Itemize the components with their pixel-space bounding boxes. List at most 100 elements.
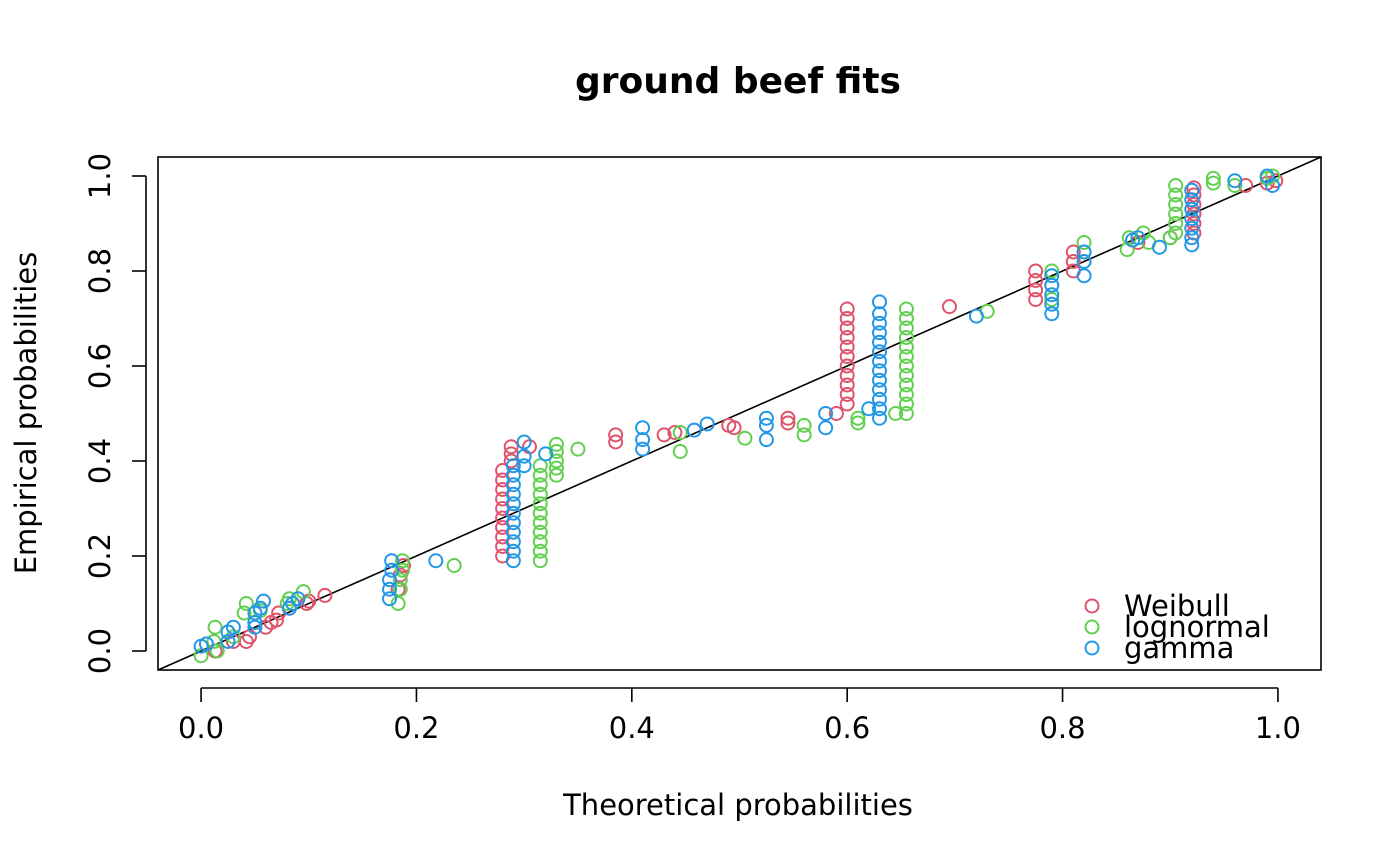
data-point-lognormal — [532, 467, 548, 483]
data-point-lognormal — [888, 406, 904, 421]
data-point-gamma — [871, 344, 887, 360]
data-point-gamma — [220, 634, 236, 649]
legend-marker-gamma — [1084, 640, 1100, 656]
data-point-gamma — [871, 410, 887, 426]
data-point-lognormal — [1121, 230, 1137, 246]
data-point-weibull — [839, 301, 855, 317]
x-tick-label: 0.2 — [393, 711, 439, 745]
data-point-lognormal — [532, 458, 548, 474]
data-point-gamma — [758, 432, 774, 448]
data-point-weibull — [941, 299, 957, 315]
data-point-weibull — [1028, 263, 1044, 279]
y-tick-label: 0.2 — [83, 533, 117, 579]
y-tick-label: 0.8 — [83, 248, 117, 294]
data-point-lognormal — [193, 648, 209, 664]
data-point-gamma — [516, 458, 532, 474]
data-point-gamma — [968, 308, 984, 324]
data-point-weibull — [667, 425, 683, 440]
x-tick-label: 0.4 — [609, 711, 655, 745]
data-point-weibull — [1028, 282, 1044, 298]
data-point-weibull — [839, 311, 855, 326]
data-point-lognormal — [570, 441, 586, 457]
data-point-lognormal — [737, 430, 753, 446]
data-point-weibull — [839, 339, 855, 355]
data-point-gamma — [225, 619, 241, 635]
data-point-gamma — [256, 593, 272, 609]
data-point-gamma — [1227, 173, 1243, 189]
legend-marker-weibull — [1084, 598, 1100, 614]
data-point-weibull — [839, 358, 855, 374]
data-point-weibull — [1065, 254, 1081, 269]
data-point-gamma — [686, 422, 702, 438]
data-point-lognormal — [532, 505, 548, 521]
data-point-lognormal — [1205, 175, 1221, 191]
data-point-gamma — [1184, 237, 1200, 253]
data-point-weibull — [1028, 273, 1044, 288]
data-point-weibull — [1028, 292, 1044, 307]
data-point-weibull — [780, 410, 796, 426]
data-point-lognormal — [1044, 292, 1060, 307]
x-tick-label: 1.0 — [1255, 711, 1301, 745]
data-point-gamma — [505, 524, 521, 540]
data-point-gamma — [1184, 211, 1200, 227]
data-point-weibull — [268, 612, 284, 628]
data-point-lognormal — [898, 368, 914, 383]
data-point-lognormal — [207, 619, 223, 635]
data-point-gamma — [1076, 268, 1092, 284]
y-axis: 0.0 0.2 0.4 0.6 0.8 1.0 — [83, 153, 147, 674]
y-tick-label: 1.0 — [83, 153, 117, 199]
data-point-gamma — [1044, 268, 1060, 284]
data-point-lognormal — [850, 410, 866, 426]
data-point-weibull — [828, 406, 844, 421]
data-point-weibull — [317, 587, 333, 603]
data-point-gamma — [818, 420, 834, 436]
data-point-weibull — [503, 439, 519, 455]
data-point-weibull — [839, 387, 855, 402]
data-point-gamma — [428, 553, 444, 569]
chart-title: ground beef fits — [575, 61, 901, 102]
data-point-lognormal — [1205, 170, 1221, 186]
x-tick-label: 0.0 — [178, 711, 224, 745]
y-axis-title: Empirical probabilities — [9, 252, 43, 575]
data-point-gamma — [505, 458, 521, 474]
x-axis: 0.0 0.2 0.4 0.6 0.8 1.0 — [178, 687, 1301, 745]
data-point-lognormal — [532, 543, 548, 559]
data-point-lognormal — [672, 425, 688, 440]
data-point-weibull — [839, 320, 855, 336]
data-point-gamma — [818, 406, 834, 421]
data-point-lognormal — [532, 515, 548, 531]
data-point-lognormal — [548, 460, 564, 476]
data-point-lognormal — [1168, 187, 1184, 203]
data-point-gamma — [871, 391, 887, 407]
data-point-gamma — [1130, 230, 1146, 246]
data-point-lognormal — [238, 596, 254, 611]
data-point-gamma — [1044, 306, 1060, 322]
data-point-lognormal — [390, 596, 406, 611]
data-point-weibull — [656, 427, 672, 443]
legend-marker-lognormal — [1084, 619, 1100, 635]
data-point-lognormal — [898, 377, 914, 393]
y-tick-label: 0.6 — [83, 343, 117, 389]
data-point-gamma — [382, 581, 398, 597]
data-point-lognormal — [1168, 178, 1184, 193]
data-point-gamma — [871, 294, 887, 310]
data-point-gamma — [635, 420, 651, 436]
data-point-gamma — [505, 505, 521, 521]
x-tick-label: 0.8 — [1039, 711, 1085, 745]
data-point-gamma — [1184, 182, 1200, 198]
data-point-lognormal — [898, 387, 914, 402]
data-point-gamma — [1044, 287, 1060, 303]
data-point-gamma — [252, 600, 268, 616]
data-point-gamma — [1076, 254, 1092, 269]
data-point-gamma — [516, 448, 532, 464]
data-point-gamma — [1151, 239, 1167, 255]
data-point-gamma — [505, 486, 521, 502]
data-point-lognormal — [548, 436, 564, 452]
data-point-gamma — [505, 496, 521, 512]
data-point-gamma — [382, 591, 398, 607]
data-point-gamma — [635, 441, 651, 457]
x-tick-label: 0.6 — [824, 711, 870, 745]
data-point-gamma — [871, 382, 887, 398]
legend-label-weibull: Weibull — [1124, 589, 1230, 623]
data-point-lognormal — [532, 477, 548, 493]
